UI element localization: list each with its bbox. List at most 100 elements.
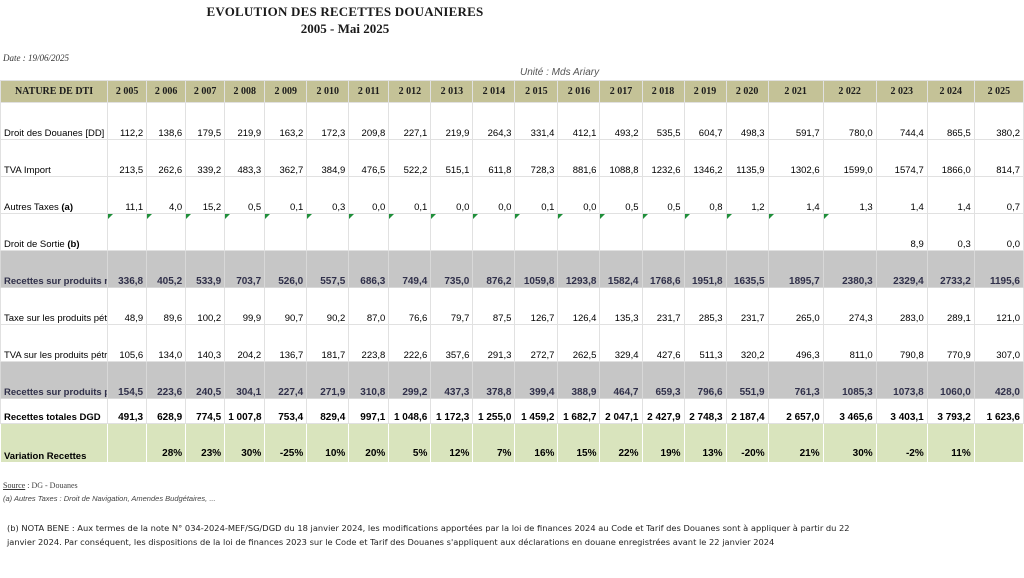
value-cell [264,213,308,251]
value-cell: 331,4 [514,102,559,140]
value-cell: 1059,8 [514,250,559,288]
value-cell: 2 187,4 [725,398,769,424]
value-cell: 48,9 [107,287,148,325]
value-cell: 336,8 [107,250,148,288]
value-cell: 1293,8 [557,250,601,288]
header-year: 2 017 [599,80,643,103]
source-line: Source : DG - Douanes [3,481,216,490]
row-label-text: Autres Taxes [4,202,59,213]
value-cell: 0,8 [683,176,727,214]
report-title: EVOLUTION DES RECETTES DOUANIERES 2005 -… [180,3,510,37]
header-year: 2 025 [973,80,1024,103]
value-cell: 744,4 [875,102,928,140]
value-cell: 1 459,2 [514,398,559,424]
value-cell [514,213,559,251]
value-cell: 271,9 [306,361,350,399]
value-cell [973,423,1024,463]
header-year: 2 012 [388,80,432,103]
value-cell: 289,1 [926,287,975,325]
value-cell: 1,3 [822,176,877,214]
value-cell: 997,1 [348,398,390,424]
value-cell: 496,3 [767,324,824,362]
value-cell: 1073,8 [875,361,928,399]
report-title-line2: 2005 - Mai 2025 [300,21,390,36]
value-cell: 22% [599,423,643,463]
row-label-text: Recettes totales DGD [4,412,101,423]
value-cell: 399,4 [514,361,559,399]
value-cell: -25% [264,423,308,463]
value-cell: 753,4 [264,398,308,424]
value-cell: 604,7 [683,102,727,140]
value-cell: 134,0 [146,324,187,362]
header-year: 2 013 [430,80,474,103]
value-cell: -2% [875,423,928,463]
value-cell: 100,2 [185,287,226,325]
value-cell: 126,4 [557,287,601,325]
row-label: Droit de Sortie (b) [0,213,109,251]
value-cell: 522,2 [388,139,432,177]
value-cell: 135,3 [599,287,643,325]
value-cell: 12% [430,423,474,463]
value-cell: 223,6 [146,361,187,399]
row-label: Recettes sur produits pétroliers [0,361,109,399]
value-cell: 1895,7 [767,250,824,288]
source-value: : DG - Douanes [25,481,78,490]
value-cell: 611,8 [472,139,516,177]
row-label-note: (b) [67,239,80,250]
value-cell: 2 748,3 [683,398,727,424]
value-cell: 0,1 [514,176,559,214]
value-cell: 1135,9 [725,139,769,177]
value-cell: 310,8 [348,361,390,399]
report-date: Date : 19/06/2025 [3,53,69,63]
value-cell [557,213,601,251]
value-cell: 172,3 [306,102,350,140]
value-cell: 790,8 [875,324,928,362]
value-cell: 1,4 [767,176,824,214]
value-cell: 138,6 [146,102,187,140]
report-title-line1: EVOLUTION DES RECETTES DOUANIERES [206,4,484,19]
value-cell: 274,3 [822,287,877,325]
value-cell: 464,7 [599,361,643,399]
value-cell: 774,5 [185,398,226,424]
value-cell: 213,5 [107,139,148,177]
row-label: Autres Taxes (a) [0,176,109,214]
value-cell: 770,9 [926,324,975,362]
value-cell: 209,8 [348,102,390,140]
header-year: 2 011 [348,80,390,103]
row-label: TVA sur les produits pétroliers [TVP] [0,324,109,362]
value-cell: 533,9 [185,250,226,288]
header-nature: NATURE DE DTI [0,80,109,103]
value-cell: 357,6 [430,324,474,362]
value-cell [430,213,474,251]
value-cell: 0,0 [348,176,390,214]
value-cell: 154,5 [107,361,148,399]
value-cell: 0,7 [973,176,1024,214]
header-year: 2 010 [306,80,350,103]
value-cell: 8,9 [875,213,928,251]
row-label-note: (a) [61,202,74,213]
row-label-text: Droit de Sortie [4,239,65,250]
value-cell: 262,5 [557,324,601,362]
value-cell: 749,4 [388,250,432,288]
value-cell [306,213,350,251]
value-cell: 7% [472,423,516,463]
value-cell: 0,1 [388,176,432,214]
value-cell: 264,3 [472,102,516,140]
value-cell: 703,7 [224,250,266,288]
value-cell: 1582,4 [599,250,643,288]
value-cell [641,213,685,251]
value-cell: 380,2 [973,102,1024,140]
value-cell: 728,3 [514,139,559,177]
value-cell: 0,5 [641,176,685,214]
nota-bene: (b) NOTA BENE : Aux termes de la note N°… [7,523,850,547]
row-droit-sortie: Droit de Sortie (b) 8,9 0,3 0,0 [0,213,1024,251]
value-cell: 140,3 [185,324,226,362]
value-cell [107,213,148,251]
unit-label: Unité : Mds Ariary [520,67,600,78]
value-cell: 11% [926,423,975,463]
value-cell: 2 657,0 [767,398,824,424]
row-variation: Variation Recettes 28% 23% 30% -25% 10% 20% 5% 1… [0,423,1024,463]
value-cell: 881,6 [557,139,601,177]
value-cell: 272,7 [514,324,559,362]
value-cell: 21% [767,423,824,463]
